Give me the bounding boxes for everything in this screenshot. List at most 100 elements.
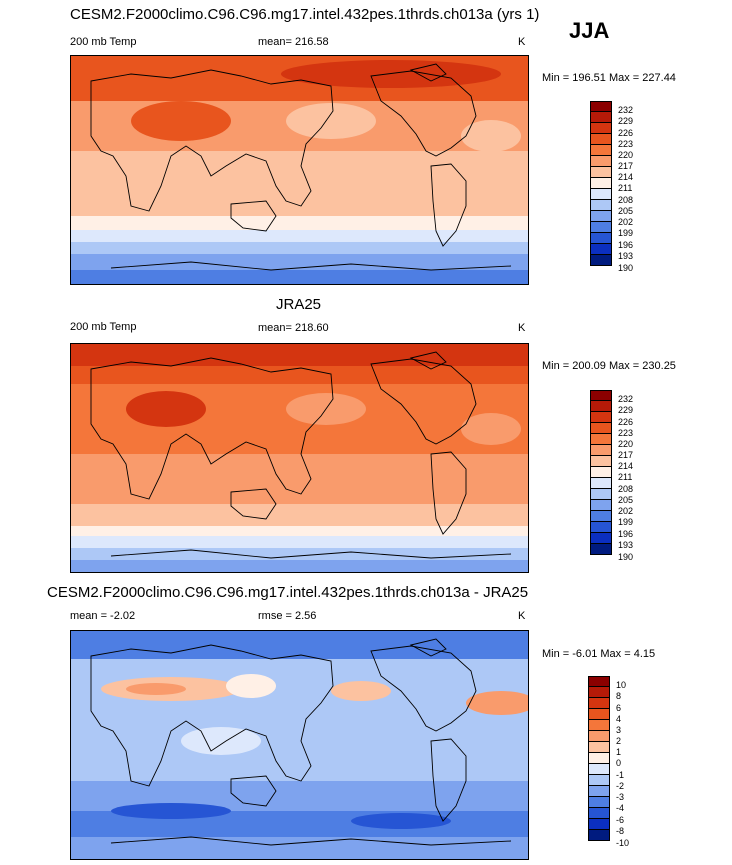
panel2-band-tropics: [71, 454, 528, 509]
panel1-cb-box: [590, 134, 612, 145]
panel2-cb-tick: 223: [618, 428, 634, 438]
panel3-cb-tick: -6: [616, 815, 625, 825]
panel3-cb-box: [588, 720, 610, 731]
panel1-cb-box: [590, 222, 612, 233]
panel2-cb-tick: 205: [618, 495, 634, 505]
panel3-cb-tick: 1: [616, 747, 622, 757]
panel1-cb-tick: 229: [618, 116, 634, 126]
panel1-blob-eurasia: [281, 60, 501, 88]
panel1-cb-tick: 211: [618, 183, 633, 193]
panel3-warm-asia-core: [126, 683, 186, 695]
panel2-cb-box: [590, 489, 612, 500]
panel3-map: [70, 630, 529, 860]
panel2-cb-box: [590, 478, 612, 489]
panel3-cb-tick: 0: [616, 758, 622, 768]
panel2-cb-box: [590, 445, 612, 456]
panel3-cb-tick: 2: [616, 736, 622, 746]
panel1-mean-label: mean= 216.58: [258, 36, 329, 48]
panel2-band-south-2: [71, 526, 528, 536]
panel3-cb-box: [588, 830, 610, 841]
panel1-cb-tick: 220: [618, 150, 634, 160]
panel3-cb-box: [588, 764, 610, 775]
panel3-colorbar: [588, 676, 610, 841]
panel1-cb-box: [590, 200, 612, 211]
panel1-cb-box: [590, 123, 612, 134]
panel1-cb-tick: 208: [618, 195, 634, 205]
panel1-band-south-2: [71, 230, 528, 242]
panel1-band-south-3: [71, 242, 528, 254]
panel2-cb-tick: 229: [618, 405, 634, 415]
panel3-cb-tick: -4: [616, 803, 625, 813]
panel1-cb-box: [590, 211, 612, 222]
panel2-cb-box: [590, 467, 612, 478]
panel1-band-tropics: [71, 151, 528, 221]
panel3-cb-box: [588, 786, 610, 797]
panel3-cb-tick: -3: [616, 792, 625, 802]
panel3-cb-box: [588, 742, 610, 753]
panel3-near-zero-2: [181, 727, 261, 755]
panel2-cb-tick: 211: [618, 472, 633, 482]
panel2-band-subarctic: [71, 366, 528, 384]
panel1-map: [70, 55, 529, 285]
panel1-cb-tick: 205: [618, 206, 634, 216]
panel2-cb-box: [590, 511, 612, 522]
panel2-cb-box: [590, 401, 612, 412]
panel1-cb-tick: 214: [618, 172, 634, 182]
panel3-mean-label: mean = -2.02: [70, 610, 136, 622]
panel1-cb-tick: 226: [618, 128, 634, 138]
panel2-cb-box: [590, 412, 612, 423]
panel3-cb-tick: 4: [616, 714, 622, 724]
panel1-blob-atlantic: [461, 120, 521, 152]
panel1-minmax-label: Min = 196.51 Max = 227.44: [542, 72, 676, 84]
panel3-minmax-label: Min = -6.01 Max = 4.15: [542, 648, 656, 660]
panel3-cb-box: [588, 676, 610, 687]
panel2-band-south-5: [71, 560, 528, 572]
panel1-cb-box: [590, 189, 612, 200]
panel2-cb-tick: 199: [618, 517, 634, 527]
panel2-title: JRA25: [276, 296, 322, 313]
panel1-cb-box: [590, 145, 612, 156]
panel2-blob-atlantic: [461, 413, 521, 445]
panel2-band-south-3: [71, 536, 528, 548]
panel1-cb-box: [590, 112, 612, 123]
panel1-cb-tick: 223: [618, 139, 634, 149]
panel2-cb-tick: 217: [618, 450, 634, 460]
panel2-cb-tick: 190: [618, 552, 634, 562]
panel2-coastlines: [90, 351, 512, 559]
panel2-cb-box: [590, 423, 612, 434]
season-label: JJA: [569, 18, 610, 43]
panel3-cb-box: [588, 797, 610, 808]
panel1-cb-tick: 193: [618, 251, 634, 261]
panel2-cb-tick: 208: [618, 484, 634, 494]
panel3-cb-box: [588, 709, 610, 720]
panel2-unit-label: K: [518, 322, 526, 334]
panel1-cb-tick: 199: [618, 228, 634, 238]
panel1-unit-label: K: [518, 36, 526, 48]
panel2-cb-tick: 214: [618, 461, 634, 471]
panel3-cold-2: [351, 813, 451, 829]
panel3-title: CESM2.F2000climo.C96.C96.mg17.intel.432p…: [47, 584, 529, 601]
panel3-cb-tick: 6: [616, 703, 622, 713]
panel1-cb-box: [590, 244, 612, 255]
panel3-cb-box: [588, 687, 610, 698]
panel3-cb-tick: 10: [616, 680, 627, 690]
panel3-cb-box: [588, 753, 610, 764]
panel3-near-zero-1: [226, 674, 276, 698]
panel2-cb-tick: 232: [618, 394, 634, 404]
panel2-cb-box: [590, 500, 612, 511]
panel2-cb-box: [590, 533, 612, 544]
panel2-cb-box: [590, 434, 612, 445]
panel2-cb-tick: 196: [618, 529, 634, 539]
panel1-coastlines: [90, 63, 512, 271]
panel2-cb-box: [590, 544, 612, 555]
panel2-band-south-1: [71, 504, 528, 526]
panel3-cb-box: [588, 698, 610, 709]
panel3-cb-box: [588, 775, 610, 786]
panel1-cb-box: [590, 167, 612, 178]
panel2-map: [70, 343, 529, 573]
panel1-cb-tick: 232: [618, 105, 634, 115]
panel3-cb-box: [588, 808, 610, 819]
panel1-variable-label: 200 mb Temp: [70, 36, 137, 48]
panel3-cold-1: [111, 803, 231, 819]
panel3-unit-label: K: [518, 610, 526, 622]
